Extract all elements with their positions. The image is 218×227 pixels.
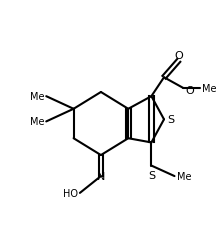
Text: Me: Me — [177, 171, 191, 181]
Text: S: S — [148, 170, 155, 180]
Text: Me: Me — [30, 117, 44, 127]
Text: HO: HO — [63, 188, 78, 198]
Text: Me: Me — [202, 83, 216, 93]
Text: O: O — [185, 86, 194, 95]
Text: Me: Me — [30, 92, 44, 102]
Text: O: O — [174, 51, 183, 61]
Text: S: S — [167, 115, 174, 125]
Text: N: N — [97, 171, 105, 181]
